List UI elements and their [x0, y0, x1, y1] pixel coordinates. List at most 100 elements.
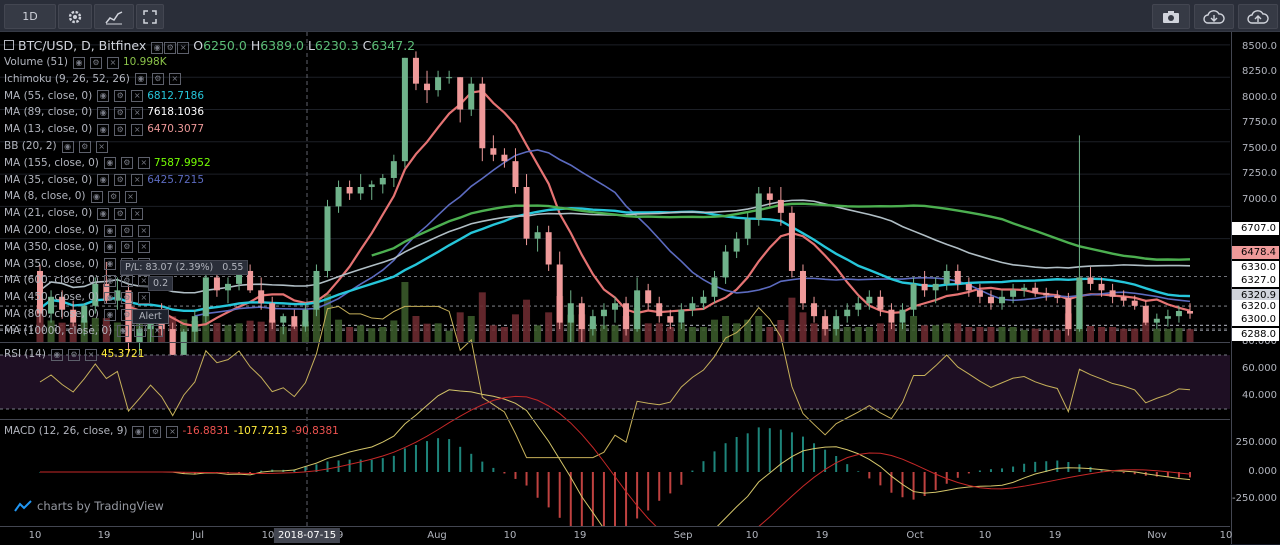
indicator-legend-row[interactable]: MA (89, close, 0) ◉ ⚙ × 7618.1036 [4, 105, 204, 120]
eye-icon[interactable]: ◉ [103, 241, 116, 254]
indicator-legend-row[interactable]: MA (155, close, 0) ◉ ⚙ × 7587.9952 [4, 156, 211, 171]
settings-small-icon[interactable]: ⚙ [120, 274, 133, 287]
save-chart-button[interactable] [1238, 4, 1278, 29]
close-icon[interactable]: × [177, 42, 190, 54]
eye-icon[interactable]: ◉ [90, 190, 103, 203]
eye-icon[interactable]: ◉ [134, 73, 147, 86]
alert-button[interactable]: Alert [132, 309, 169, 324]
close-icon[interactable]: × [131, 123, 144, 136]
indicator-legend-row[interactable]: BB (20, 2) ◉ ⚙ × [4, 139, 112, 154]
close-icon[interactable]: × [95, 140, 108, 153]
eye-icon[interactable]: ◉ [103, 258, 116, 271]
indicator-legend-row[interactable]: Ichimoku (9, 26, 52, 26) ◉ ⚙ × [4, 72, 185, 87]
volume-bar [1153, 328, 1161, 342]
indicator-legend-row[interactable]: MA (600, close, 0) ◉ ⚙ × [4, 273, 154, 288]
eye-icon[interactable]: ◉ [103, 157, 116, 170]
close-icon[interactable]: × [131, 207, 144, 220]
settings-small-icon[interactable]: ⚙ [89, 56, 102, 69]
settings-small-icon[interactable]: ⚙ [114, 106, 127, 119]
settings-small-icon[interactable]: ⚙ [107, 190, 120, 203]
eye-icon[interactable]: ◉ [97, 123, 110, 136]
eye-icon[interactable]: ◉ [97, 207, 110, 220]
eye-icon[interactable]: ◉ [97, 174, 110, 187]
close-icon[interactable]: × [131, 106, 144, 119]
eye-icon[interactable]: ◉ [103, 274, 116, 287]
close-icon[interactable]: × [137, 157, 150, 170]
eye-icon[interactable]: ◉ [132, 425, 145, 438]
eye-icon[interactable]: ◉ [103, 224, 116, 237]
indicator-legend-row[interactable]: Volume (51) ◉ ⚙ × 10.998K [4, 55, 167, 70]
settings-small-icon[interactable]: ⚙ [120, 291, 133, 304]
eye-icon[interactable]: ◉ [97, 106, 110, 119]
settings-small-icon[interactable]: ⚙ [114, 123, 127, 136]
indicators-button[interactable] [94, 4, 134, 29]
close-icon[interactable]: × [106, 56, 119, 69]
volume-bar [943, 323, 951, 342]
load-chart-button[interactable] [1194, 4, 1234, 29]
candle-body [910, 283, 917, 310]
settings-small-icon[interactable]: ⚙ [114, 90, 127, 103]
close-icon[interactable]: × [137, 224, 150, 237]
eye-icon[interactable]: ◉ [61, 140, 74, 153]
volume-bar [644, 323, 652, 342]
close-icon[interactable]: × [131, 174, 144, 187]
indicator-legend-row[interactable]: MA (10000, close, 0) ◉ ⚙ × [4, 324, 167, 339]
close-icon[interactable]: × [151, 325, 164, 338]
settings-small-icon[interactable]: ⚙ [120, 224, 133, 237]
indicator-legend-row[interactable]: MA (350, close, 0) ◉ ⚙ × [4, 240, 154, 255]
indicator-legend-row[interactable]: MA (55, close, 0) ◉ ⚙ × 6812.7186 [4, 89, 204, 104]
rsi-line [39, 305, 1191, 459]
settings-small-icon[interactable]: ⚙ [120, 157, 133, 170]
close-icon[interactable]: × [124, 190, 137, 203]
indicator-value: 6812.7186 [147, 89, 204, 102]
price-scale[interactable]: 8500.0 8250.0 8000.0 7750.0 7500.0 7250.… [1231, 32, 1280, 544]
eye-icon[interactable]: ◉ [72, 56, 85, 69]
position-qty-box[interactable]: 0.2 [148, 276, 174, 291]
close-icon[interactable]: × [168, 73, 181, 86]
indicator-value: 6470.3077 [147, 123, 204, 136]
snapshot-button[interactable] [1152, 4, 1190, 29]
eye-icon[interactable]: ◉ [97, 90, 110, 103]
settings-button[interactable] [58, 4, 92, 29]
time-axis[interactable]: 1019Jul1019Aug1019Sep1019Oct1019Nov10 20… [0, 526, 1232, 545]
eye-icon[interactable]: ◉ [151, 42, 164, 54]
eye-icon[interactable]: ◉ [117, 325, 130, 338]
indicator-legend-row[interactable]: MA (8, close, 0) ◉ ⚙ × [4, 189, 141, 204]
eye-icon[interactable]: ◉ [103, 308, 116, 321]
collapse-icon[interactable] [4, 40, 14, 50]
indicator-legend-row[interactable]: MA (450, close, 0) ◉ ⚙ × [4, 290, 154, 305]
indicator-legend-row[interactable]: MA (35, close, 0) ◉ ⚙ × 6425.7215 [4, 173, 204, 188]
settings-small-icon[interactable]: ⚙ [78, 140, 91, 153]
settings-small-icon[interactable]: ⚙ [151, 73, 164, 86]
settings-small-icon[interactable]: ⚙ [120, 241, 133, 254]
settings-small-icon[interactable]: ⚙ [114, 207, 127, 220]
close-icon[interactable]: × [84, 348, 97, 361]
volume-bar [1131, 328, 1139, 342]
candle-body [612, 303, 618, 310]
close-icon[interactable]: × [166, 425, 179, 438]
position-pl[interactable]: P/L: 83.07 (2.39%) 0.55 [120, 260, 249, 275]
gear-icon [68, 10, 82, 23]
indicator-legend-row[interactable]: MA (21, close, 0) ◉ ⚙ × [4, 206, 147, 221]
settings-small-icon[interactable]: ⚙ [164, 42, 177, 54]
pane-divider-rsi[interactable] [0, 342, 1230, 343]
close-icon[interactable]: × [137, 291, 150, 304]
eye-icon[interactable]: ◉ [50, 348, 63, 361]
settings-small-icon[interactable]: ⚙ [149, 425, 162, 438]
indicator-legend-row[interactable]: MA (200, close, 0) ◉ ⚙ × [4, 223, 154, 238]
fullscreen-button[interactable] [136, 4, 164, 29]
macd-hist-bar [1177, 472, 1180, 478]
chart-area[interactable]: 8500.0 8250.0 8000.0 7750.0 7500.0 7250.… [0, 32, 1280, 544]
close-icon[interactable]: × [137, 241, 150, 254]
price-chart-svg[interactable] [0, 32, 1230, 544]
candle-body [722, 251, 729, 278]
settings-small-icon[interactable]: ⚙ [67, 348, 80, 361]
interval-button[interactable]: 1D [4, 4, 56, 29]
close-icon[interactable]: × [131, 90, 144, 103]
tradingview-watermark[interactable]: charts by TradingView [14, 499, 164, 513]
eye-icon[interactable]: ◉ [103, 291, 116, 304]
settings-small-icon[interactable]: ⚙ [114, 174, 127, 187]
pane-divider-macd[interactable] [0, 419, 1230, 420]
indicator-legend-row[interactable]: MA (13, close, 0) ◉ ⚙ × 6470.3077 [4, 122, 204, 137]
settings-small-icon[interactable]: ⚙ [134, 325, 147, 338]
